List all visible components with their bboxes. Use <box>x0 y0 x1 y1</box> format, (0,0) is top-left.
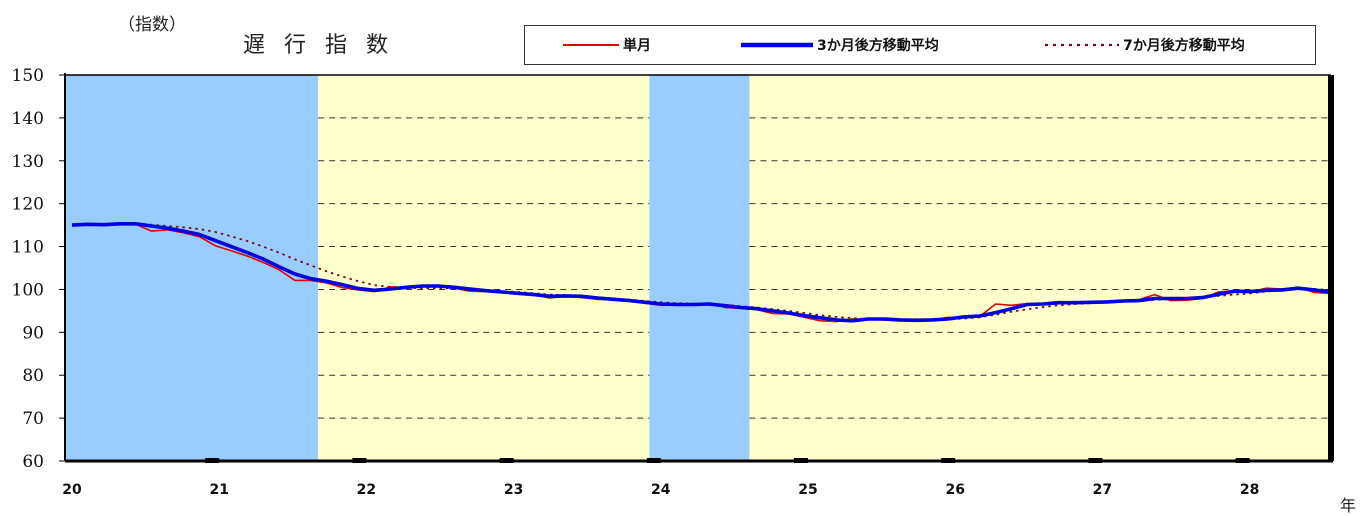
y-tick-label-120: 120 <box>12 195 44 215</box>
legend: 単月 3か月後方移動平均 7か月後方移動平均 <box>524 25 1316 65</box>
period-bands <box>65 75 1328 461</box>
legend-item-ma7: 7か月後方移動平均 <box>1045 26 1245 64</box>
gridlines <box>318 117 1328 419</box>
y-tick-label-130: 130 <box>12 152 44 172</box>
x-tick-label-26: 26 <box>945 482 964 498</box>
y-tick-label-110: 110 <box>12 238 44 258</box>
x-tick-label-27: 27 <box>1093 482 1112 498</box>
x-tick-label-24: 24 <box>651 482 671 498</box>
recession-band-2 <box>649 75 750 461</box>
legend-item-ma3: 3か月後方移動平均 <box>741 26 939 64</box>
legend-swatch-ma7 <box>1045 43 1119 47</box>
x-tick-22 <box>352 458 367 463</box>
x-tick-label-22: 22 <box>357 482 376 498</box>
y-tick-label-80: 80 <box>22 366 44 386</box>
x-tick-28 <box>1235 458 1250 463</box>
y-unit-label: （指数） <box>118 15 186 35</box>
legend-item-single-month: 単月 <box>563 26 651 64</box>
y-tick-label-60: 60 <box>22 452 44 472</box>
x-tick-label-28: 28 <box>1240 482 1259 498</box>
x-tick-27 <box>1088 458 1103 463</box>
legend-label-ma7: 7か月後方移動平均 <box>1123 38 1245 54</box>
y-tick-label-140: 140 <box>12 109 44 129</box>
x-axis: 20 21 22 23 24 25 26 27 28 <box>62 458 1259 498</box>
x-tick-23 <box>499 458 514 463</box>
x-tick-label-21: 21 <box>209 482 228 498</box>
x-tick-label-20: 20 <box>62 482 82 498</box>
ma3-line <box>71 222 1331 323</box>
x-tick-label-25: 25 <box>798 482 817 498</box>
legend-swatch-ma3 <box>741 42 813 48</box>
expansion-band-1 <box>318 75 650 461</box>
plot-frame <box>64 73 1334 463</box>
x-tick-25 <box>794 458 808 463</box>
expansion-band-3 <box>749 75 1328 461</box>
x-tick-label-23: 23 <box>504 482 523 498</box>
x-tick-26 <box>941 458 956 463</box>
y-tick-label-90: 90 <box>22 323 44 343</box>
y-tick-label-70: 70 <box>22 409 44 429</box>
x-tick-24 <box>646 458 661 463</box>
x-tick-21 <box>205 458 220 463</box>
x-axis-unit-label: 年 <box>1340 496 1357 515</box>
y-tick-label-150: 150 <box>12 66 44 86</box>
legend-swatch-single-month <box>563 44 619 46</box>
y-tick-label-100: 100 <box>12 280 44 300</box>
series-lines <box>71 222 1331 323</box>
y-axis: 60 70 80 90 100 110 120 130 140 150 <box>12 66 65 472</box>
chart-title: 遅 行 指 数 <box>243 33 394 58</box>
legend-label-single-month: 単月 <box>623 38 651 54</box>
legend-label-ma3: 3か月後方移動平均 <box>817 38 939 54</box>
